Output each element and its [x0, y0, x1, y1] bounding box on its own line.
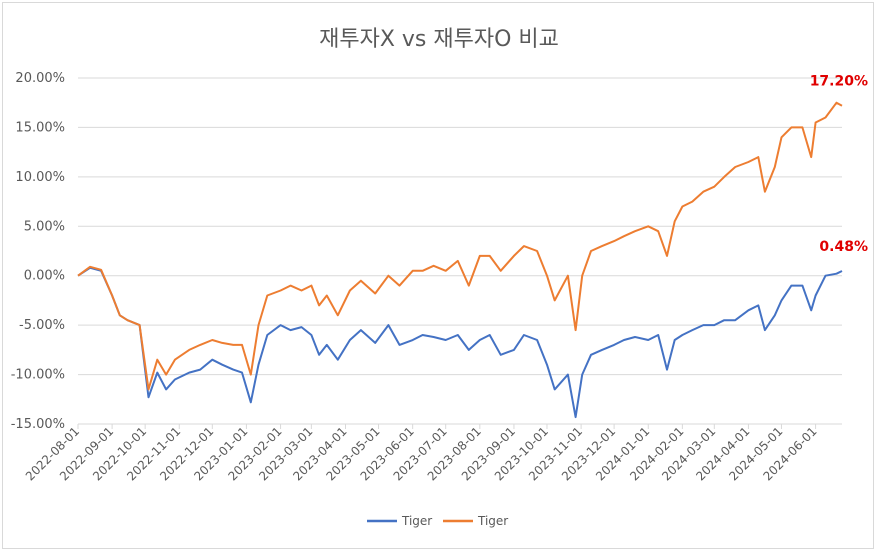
y-tick-label: 0.00%	[24, 269, 65, 284]
y-tick-label: 15.00%	[15, 120, 65, 135]
end-label-0: 0.48%	[819, 239, 868, 255]
y-tick-label: 20.00%	[15, 71, 65, 86]
y-tick-label: 5.00%	[24, 219, 65, 234]
legend-label-0: Tiger	[401, 514, 432, 528]
legend: Tiger Tiger	[367, 514, 508, 528]
legend-label-1: Tiger	[477, 514, 508, 528]
x-axis-ticks: 2022-08-012022-09-012022-10-012022-11-01…	[23, 424, 820, 483]
end-labels: 0.48% 17.20%	[810, 74, 868, 255]
chart-title: 재투자X vs 재투자O 비교	[319, 27, 559, 52]
y-tick-label: -15.00%	[11, 417, 65, 432]
series-line-0	[77, 266, 843, 419]
y-tick-label: 10.00%	[15, 170, 65, 185]
end-label-1: 17.20%	[810, 74, 868, 90]
y-tick-label: -5.00%	[19, 318, 65, 333]
series-lines	[77, 101, 843, 419]
y-axis-ticks: 20.00% 15.00% 10.00% 5.00% 0.00% -5.00% -10.00…	[11, 71, 65, 432]
series-line-1	[77, 101, 843, 391]
y-tick-label: -10.00%	[11, 368, 65, 383]
